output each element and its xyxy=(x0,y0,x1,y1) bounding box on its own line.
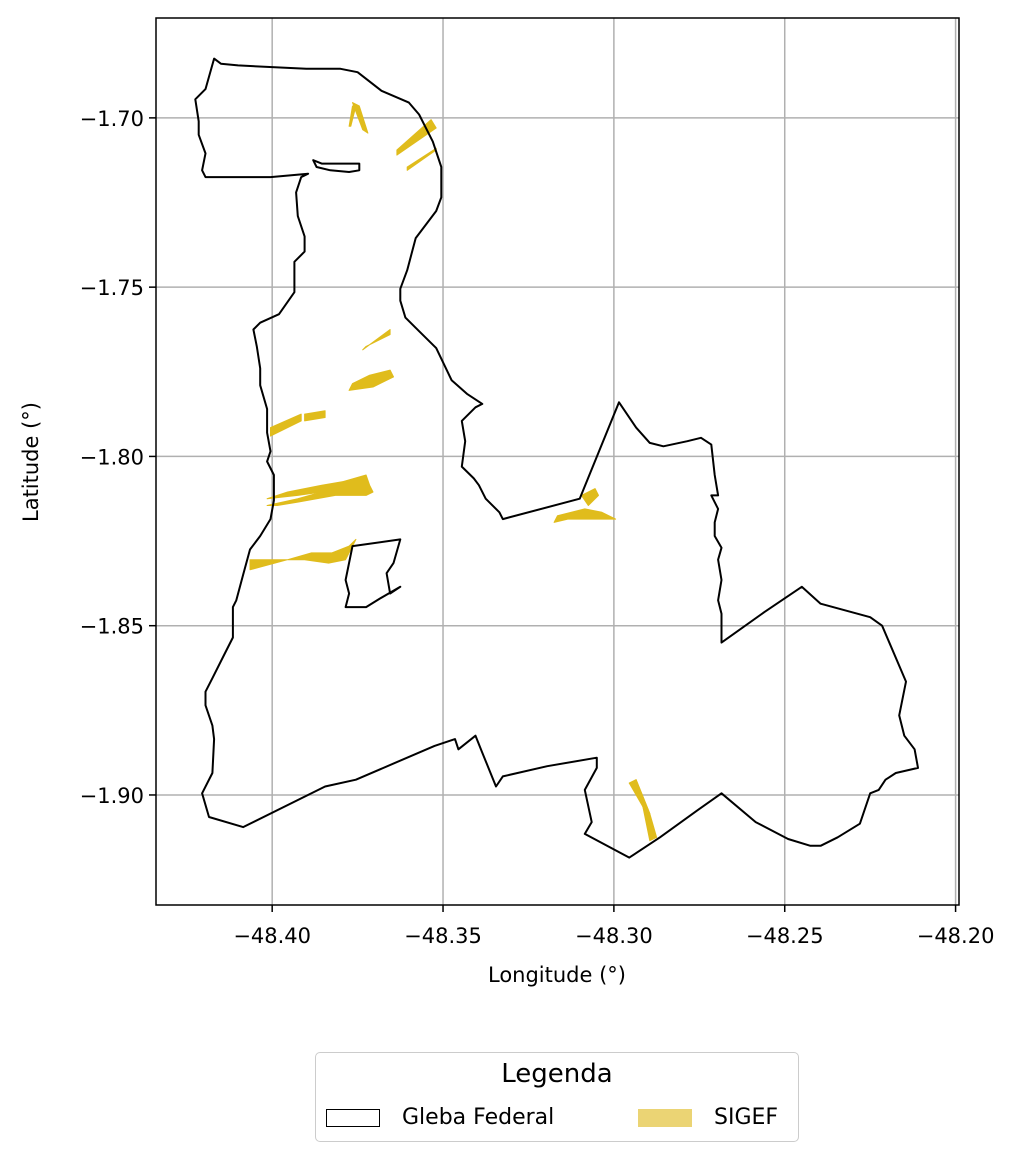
map-figure: −48.40 −48.35 −48.30 −48.25 −48.20 −1.70−1.7… xyxy=(0,0,1024,1040)
sigef-parcel xyxy=(628,779,651,818)
legend: Legenda Gleba Federal SIGEF xyxy=(315,1052,799,1142)
y-tick-label: −1.85 xyxy=(80,615,144,639)
legend-swatch-gleba-federal xyxy=(326,1108,380,1127)
sigef-parcel xyxy=(249,538,357,571)
x-tick-label: −48.25 xyxy=(746,924,824,948)
x-tick-label: −48.35 xyxy=(404,924,482,948)
gleba-federal-boundary xyxy=(344,538,402,609)
x-tick-label: −48.40 xyxy=(233,924,311,948)
sigef-parcel xyxy=(348,369,394,391)
sigef-layer xyxy=(249,102,658,842)
sigef-parcel xyxy=(352,102,369,134)
gleba-federal-boundary xyxy=(312,159,361,173)
legend-entry-gleba-federal: Gleba Federal xyxy=(326,1105,554,1130)
sigef-parcel xyxy=(553,508,617,523)
plot-frame xyxy=(155,17,960,906)
legend-label-gleba-federal: Gleba Federal xyxy=(402,1105,555,1130)
sigef-parcel xyxy=(348,105,357,127)
x-axis-label: Longitude (°) xyxy=(488,963,626,987)
figure-background xyxy=(0,0,1024,1040)
y-axis-label: Latitude (°) xyxy=(19,402,43,522)
legend-swatch-sigef xyxy=(638,1108,692,1127)
y-tick-label: −1.90 xyxy=(80,784,144,808)
legend-label-sigef: SIGEF xyxy=(714,1105,779,1130)
sigef-parcel xyxy=(362,329,391,351)
y-tick-label: −1.80 xyxy=(80,445,144,469)
legend-entry-sigef: SIGEF xyxy=(638,1105,778,1130)
x-tick-label: −48.30 xyxy=(575,924,653,948)
x-tick-label: −48.20 xyxy=(917,924,995,948)
gridlines xyxy=(156,18,959,905)
gleba-federal-layer xyxy=(194,57,919,859)
y-tick-label: −1.75 xyxy=(80,276,144,300)
x-axis-ticks: −48.40 −48.35 −48.30 −48.25 −48.20 xyxy=(233,905,994,948)
sigef-parcel xyxy=(580,488,599,506)
gleba-federal-boundary xyxy=(194,57,919,859)
sigef-parcel xyxy=(304,410,326,422)
y-tick-label: −1.70 xyxy=(80,107,144,131)
y-axis-ticks: −1.70 −1.75 −1.80 −1.85 −1.90 xyxy=(80,107,156,808)
legend-title: Legenda xyxy=(501,1059,613,1089)
sigef-parcel xyxy=(266,481,343,500)
sigef-parcel xyxy=(270,413,302,437)
